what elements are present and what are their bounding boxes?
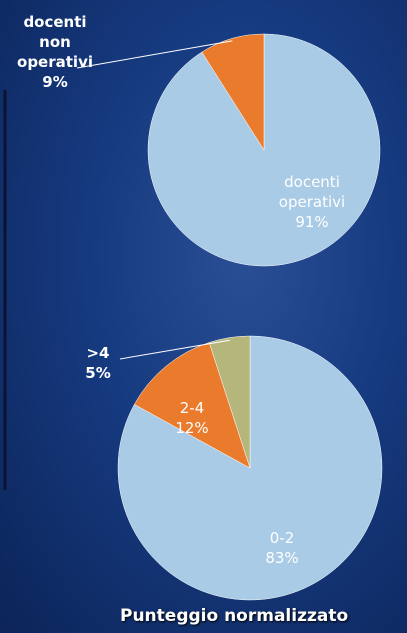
- value-label: 91%: [267, 212, 357, 232]
- category-label: docenti non operativi: [10, 12, 100, 72]
- chart-title: Punteggio normalizzato: [120, 606, 348, 626]
- slide: Punteggio normalizzato docenti operativi…: [0, 0, 407, 633]
- value-label: 9%: [10, 72, 100, 92]
- category-label: 2-4: [147, 398, 237, 418]
- value-label: 12%: [147, 418, 237, 438]
- chart: [0, 0, 407, 633]
- category-label: >4: [53, 343, 143, 363]
- category-label: 0-2: [237, 528, 327, 548]
- category-label: docenti operativi: [267, 172, 357, 212]
- value-label: 5%: [53, 363, 143, 383]
- value-label: 83%: [237, 548, 327, 568]
